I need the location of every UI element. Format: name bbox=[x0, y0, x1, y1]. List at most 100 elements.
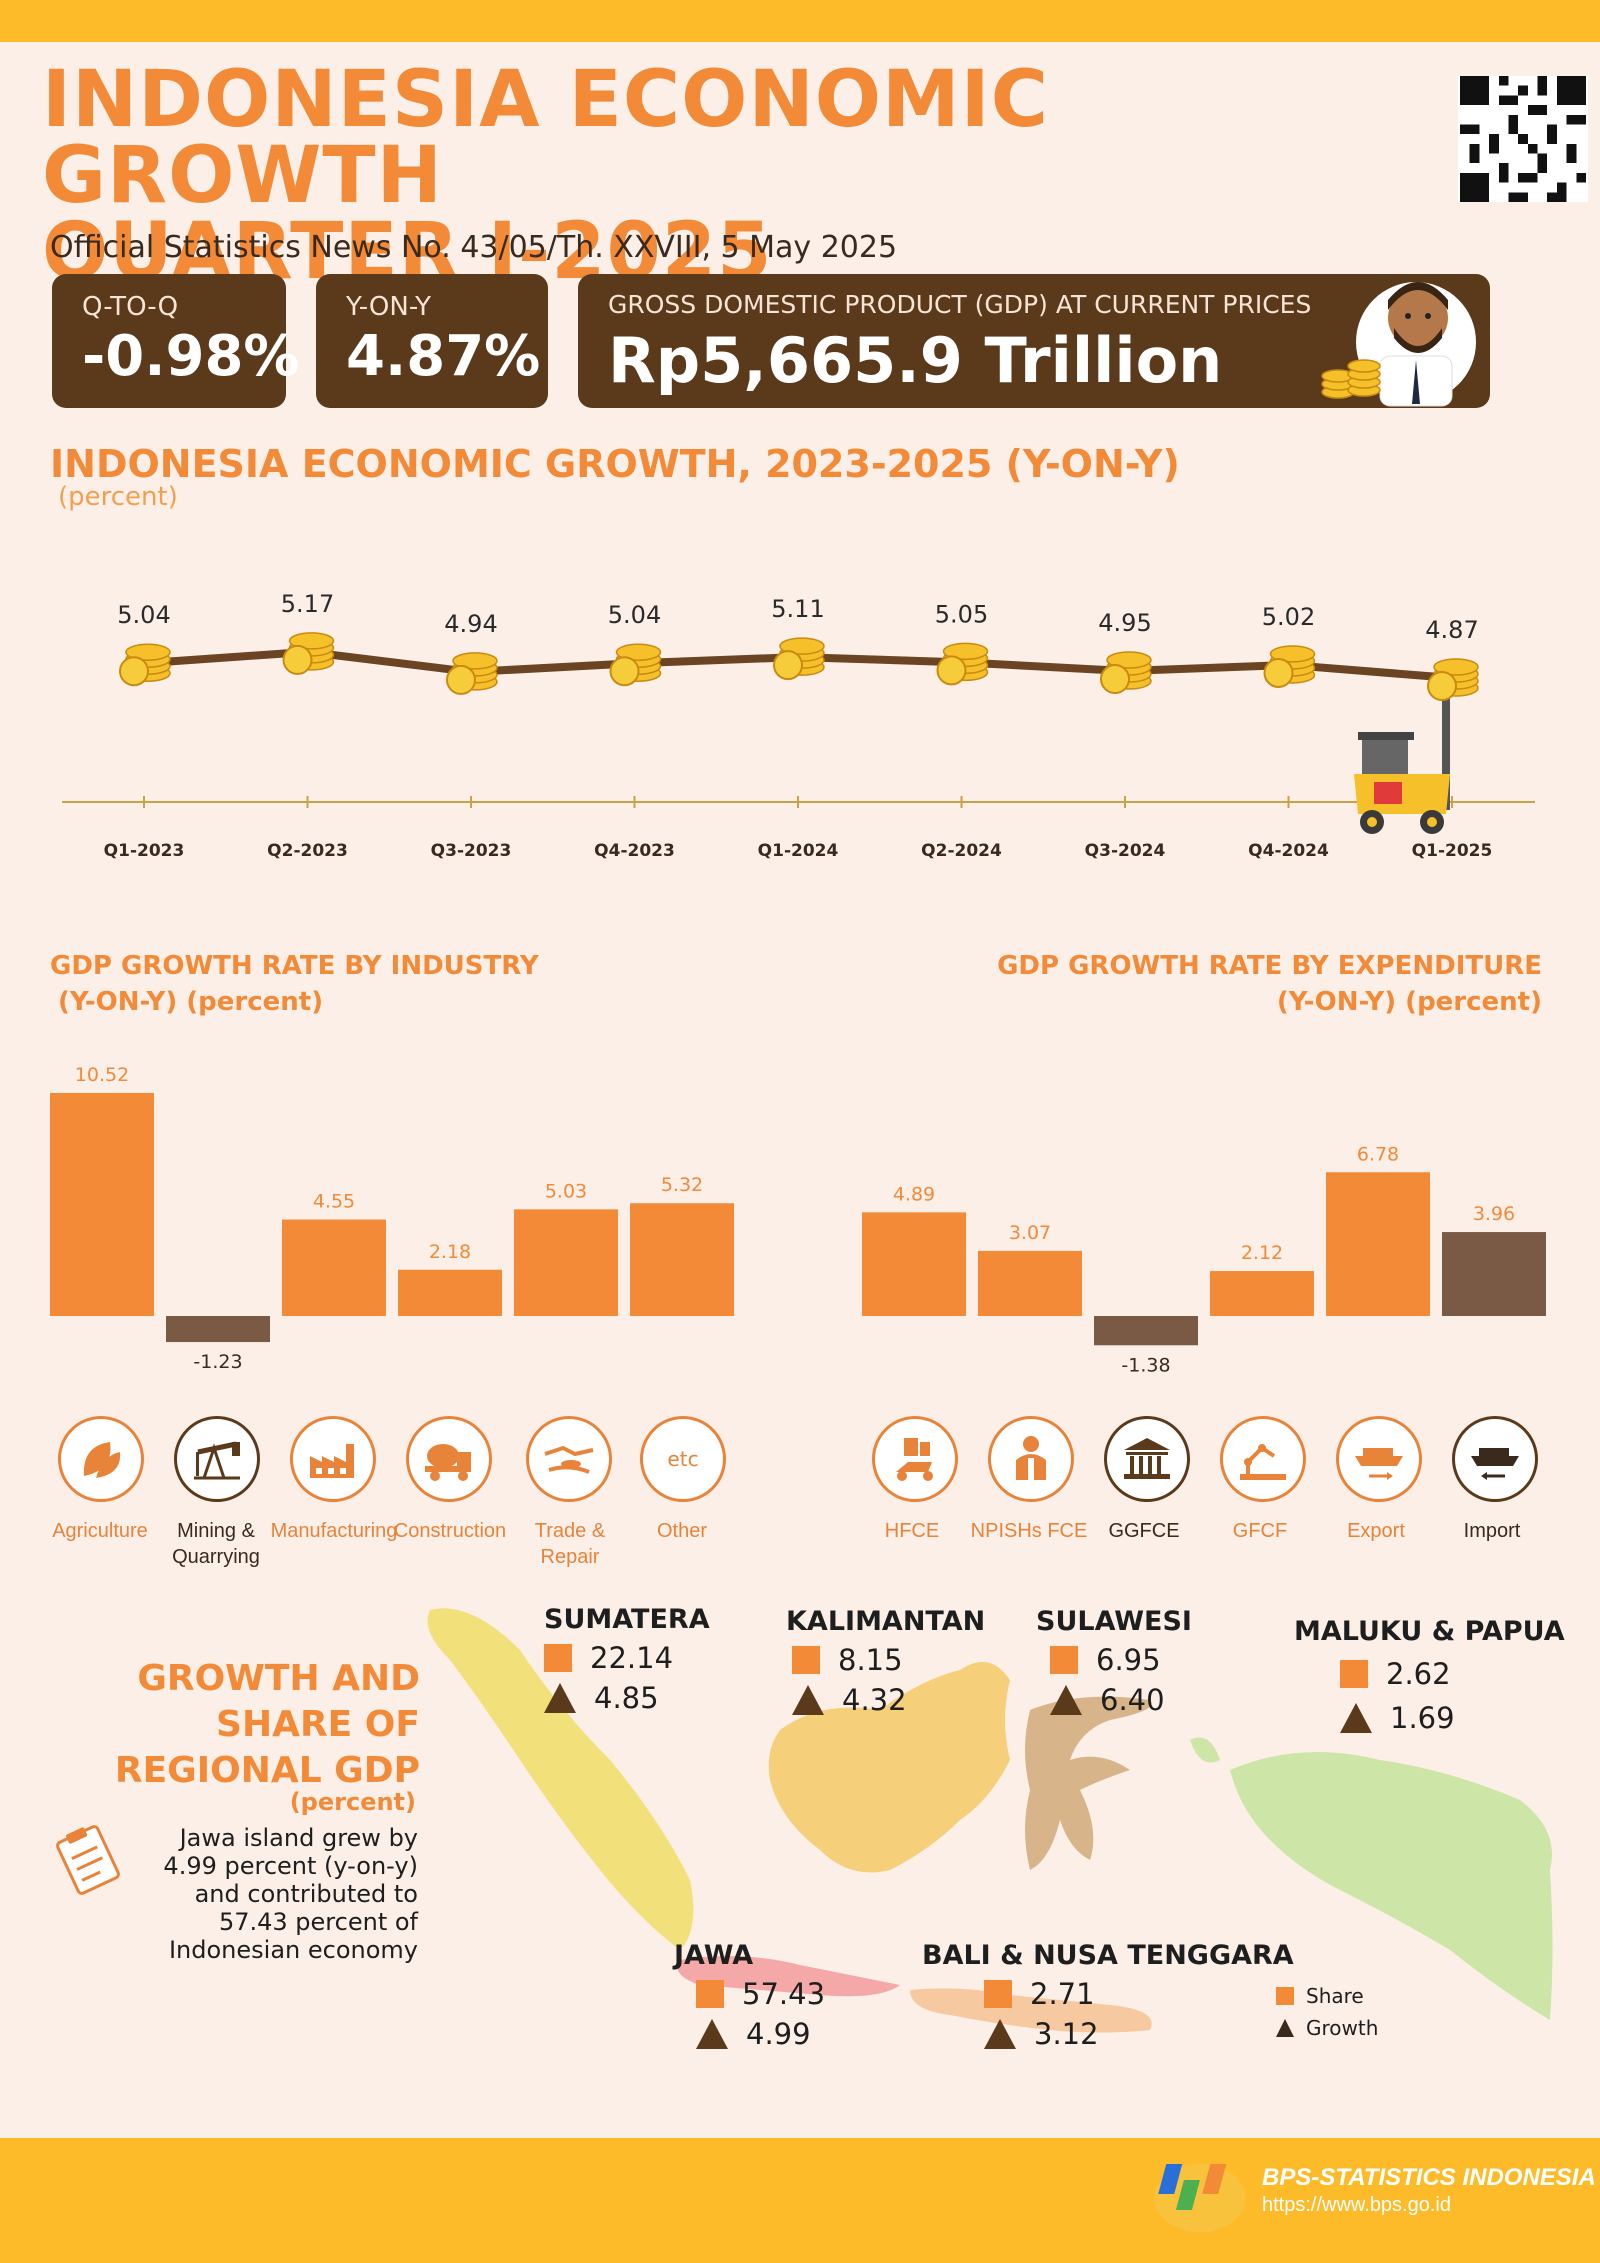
x-tick-label: Q2-2023 bbox=[267, 841, 348, 861]
robot-arm-icon bbox=[1220, 1416, 1306, 1502]
x-tick-label: Q2-2024 bbox=[921, 841, 1002, 861]
x-tick-label: Q1-2025 bbox=[1412, 841, 1493, 861]
icon-export bbox=[1336, 1416, 1422, 1502]
region-growth-value: 1.69 bbox=[1390, 1701, 1455, 1735]
regional-title-line1: GROWTH AND bbox=[137, 1658, 420, 1699]
cargo-ship-import-icon bbox=[1452, 1416, 1538, 1502]
yony-stat-box: Y-ON-Y 4.87% bbox=[316, 274, 548, 408]
region-maluku-papua: MALUKU & PAPUA 2.62 1.69 bbox=[1294, 1616, 1565, 1735]
qr-code-icon[interactable] bbox=[1458, 76, 1588, 202]
icon-ggfce bbox=[1104, 1416, 1190, 1502]
label-agriculture-line1: Agriculture bbox=[52, 1520, 148, 1542]
bar bbox=[1326, 1172, 1430, 1316]
bar-label: -1.38 bbox=[1121, 1354, 1170, 1376]
region-name: KALIMANTAN bbox=[786, 1606, 986, 1637]
label-import: Import bbox=[1463, 1520, 1521, 1542]
growth-chart-unit: (percent) bbox=[58, 482, 178, 512]
region-name: BALI & NUSA TENGGARA bbox=[922, 1940, 1294, 1971]
label-gfcf: GFCF bbox=[1232, 1520, 1288, 1542]
forklift-icon bbox=[1354, 698, 1450, 834]
icon-manufacturing bbox=[290, 1416, 376, 1502]
bar bbox=[862, 1212, 966, 1316]
coin-stack-point bbox=[282, 632, 335, 675]
bar-label: 5.03 bbox=[545, 1180, 587, 1202]
data-label: 4.95 bbox=[1098, 609, 1151, 637]
region-growth-value: 6.40 bbox=[1100, 1683, 1165, 1717]
bar-label: 3.96 bbox=[1473, 1203, 1515, 1225]
icon-agriculture bbox=[58, 1416, 144, 1502]
region-share-value: 8.15 bbox=[838, 1643, 903, 1677]
region-growth-value: 3.12 bbox=[1034, 2017, 1099, 2051]
data-label: 4.94 bbox=[444, 610, 497, 638]
footer-bar bbox=[0, 2138, 1600, 2263]
label-agriculture: Agriculture bbox=[40, 1518, 160, 1544]
yony-value: 4.87% bbox=[346, 324, 541, 389]
x-tick-label: Q1-2023 bbox=[104, 841, 185, 861]
icon-mining bbox=[174, 1416, 260, 1502]
footer-url-link[interactable]: https://www.bps.go.id bbox=[1262, 2194, 1451, 2216]
scooter-shopping-icon bbox=[872, 1416, 958, 1502]
icon-import bbox=[1452, 1416, 1538, 1502]
cement-truck-icon bbox=[406, 1416, 492, 1502]
region-share-value: 2.71 bbox=[1030, 1977, 1095, 2011]
region-jawa: JAWA 57.43 4.99 bbox=[674, 1940, 825, 2051]
qtoq-stat-box: Q-TO-Q -0.98% bbox=[52, 274, 300, 408]
region-sumatera: SUMATERA 22.14 4.85 bbox=[544, 1604, 710, 1715]
coin-stack-point bbox=[446, 652, 498, 695]
presenter-illustration-icon bbox=[1321, 282, 1476, 407]
bar-label: 2.18 bbox=[429, 1241, 471, 1263]
bar-label: 4.89 bbox=[893, 1183, 935, 1205]
label-manufacturing-line1: Manufacturing bbox=[270, 1520, 398, 1542]
label-trade-line1: Trade & bbox=[534, 1520, 606, 1542]
icon-gfcf bbox=[1220, 1416, 1306, 1502]
expenditure-chart-title: GDP GROWTH RATE BY EXPENDITURE (Y-ON-Y) … bbox=[997, 948, 1542, 1020]
label-manufacturing: Manufacturing bbox=[266, 1518, 402, 1544]
bar-label: 4.55 bbox=[313, 1191, 355, 1213]
gdp-stat-box: GROSS DOMESTIC PRODUCT (GDP) AT CURRENT … bbox=[578, 274, 1490, 408]
regional-title-line3: REGIONAL GDP bbox=[114, 1750, 420, 1791]
cargo-ship-export-icon bbox=[1336, 1416, 1422, 1502]
data-label: 5.05 bbox=[935, 600, 988, 628]
data-label: 5.17 bbox=[281, 590, 334, 618]
region-name: MALUKU & PAPUA bbox=[1294, 1616, 1565, 1647]
coin-stack-point bbox=[773, 637, 825, 681]
coin-stack-point bbox=[936, 642, 989, 686]
bar-label: 2.12 bbox=[1241, 1242, 1283, 1264]
icon-construction bbox=[406, 1416, 492, 1502]
bar-label: 6.78 bbox=[1357, 1143, 1399, 1165]
legend-growth-label: Growth bbox=[1306, 2016, 1379, 2040]
bps-logo-icon[interactable] bbox=[1150, 2150, 1250, 2240]
industry-chart-title: GDP GROWTH RATE BY INDUSTRY (Y-ON-Y) (pe… bbox=[50, 948, 539, 1020]
leaf-icon bbox=[58, 1416, 144, 1502]
region-growth-value: 4.85 bbox=[594, 1681, 659, 1715]
map-region-kalimantan bbox=[768, 1662, 1010, 1873]
regional-unit: (percent) bbox=[289, 1788, 416, 1816]
label-trade: Trade & Repair bbox=[510, 1518, 630, 1570]
x-tick-label: Q4-2023 bbox=[594, 841, 675, 861]
label-ggfce: GGFCE bbox=[1108, 1520, 1180, 1542]
growth-marker-icon bbox=[1340, 1703, 1372, 1733]
share-marker-icon bbox=[1050, 1646, 1078, 1674]
regional-title: GROWTH AND SHARE OF REGIONAL GDP bbox=[110, 1656, 420, 1794]
region-name: SUMATERA bbox=[544, 1604, 710, 1635]
map-region-bali-nusa-tenggara bbox=[910, 1988, 1152, 2033]
factory-icon bbox=[290, 1416, 376, 1502]
growth-marker-icon bbox=[792, 1685, 824, 1715]
industry-title-line-2: (Y-ON-Y) (percent) bbox=[58, 987, 324, 1017]
bar bbox=[514, 1209, 618, 1316]
etc-text: etc bbox=[667, 1447, 699, 1471]
industry-title-line-1: GDP GROWTH RATE BY INDUSTRY bbox=[50, 951, 539, 981]
handshake-icon bbox=[526, 1416, 612, 1502]
icon-hfce bbox=[872, 1416, 958, 1502]
bar bbox=[282, 1219, 386, 1316]
icon-trade bbox=[526, 1416, 612, 1502]
share-marker-icon bbox=[792, 1646, 820, 1674]
label-npishs: NPISHs FCE bbox=[970, 1520, 1088, 1542]
label-construction: Construction bbox=[388, 1518, 512, 1544]
map-legend: Share Growth bbox=[1276, 1984, 1378, 2040]
expenditure-title-line-2: (Y-ON-Y) (percent) bbox=[1276, 987, 1542, 1017]
growth-marker-icon bbox=[984, 2019, 1016, 2049]
share-marker-icon bbox=[1340, 1660, 1368, 1688]
label-hfce: HFCE bbox=[884, 1520, 940, 1542]
expenditure-bar-chart: 4.89 3.07 -1.38 2.12 6.78 3.96 bbox=[862, 1143, 1546, 1376]
